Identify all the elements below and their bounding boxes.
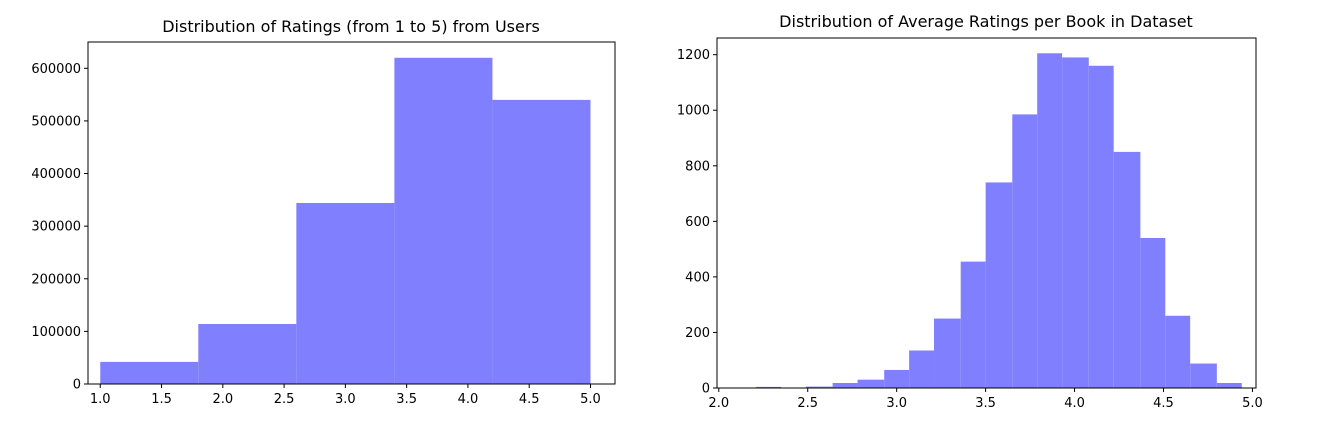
histogram-bar	[1113, 151, 1141, 388]
x-tick-label: 2.0	[212, 392, 233, 407]
x-axis-ticks: 2.0 2.5 3.0 3.5 4.0 4.5 5.0	[708, 388, 1263, 411]
y-tick-label: 0	[702, 382, 710, 397]
chart-title: Distribution of Average Ratings per Book…	[779, 12, 1193, 31]
x-tick-label: 5.0	[580, 392, 601, 407]
x-tick-label: 2.5	[797, 396, 818, 411]
x-tick-label: 5.0	[1242, 396, 1263, 411]
plot-frame	[87, 41, 616, 385]
y-tick-label: 800	[685, 159, 710, 174]
plot-frame	[716, 37, 1257, 389]
histogram-bars	[729, 53, 1242, 389]
x-tick-label: 4.0	[1064, 396, 1085, 411]
y-axis-ticks: 0 100000 200000 300000 400000 500000 600000	[31, 62, 88, 393]
y-tick-label: 400000	[31, 167, 81, 182]
histogram-bar	[884, 369, 910, 388]
histogram-bar	[1216, 383, 1242, 388]
histogram-bar	[805, 386, 833, 388]
y-tick-label: 400	[685, 270, 710, 285]
histogram-bar	[909, 350, 935, 388]
histogram-bar	[756, 386, 782, 388]
histogram-bar	[1037, 53, 1063, 389]
histogram-bar	[1062, 57, 1089, 388]
y-tick-label: 600	[685, 215, 710, 230]
histogram-bar	[492, 99, 591, 384]
histogram-bar	[857, 379, 885, 388]
user-ratings-histogram: Distribution of Ratings (from 1 to 5) fr…	[31, 17, 616, 407]
y-tick-label: 1000	[677, 104, 710, 119]
x-tick-label: 3.5	[396, 392, 417, 407]
x-tick-label: 4.5	[519, 392, 540, 407]
y-tick-label: 300000	[31, 220, 81, 235]
histogram-bar	[985, 182, 1013, 388]
average-book-ratings-histogram: Distribution of Average Ratings per Book…	[677, 12, 1263, 411]
histogram-bar	[1012, 114, 1038, 388]
histogram-bar	[1190, 363, 1217, 388]
y-tick-label: 0	[73, 378, 81, 393]
histogram-bar	[960, 261, 986, 388]
histogram-bar	[832, 383, 858, 388]
y-tick-label: 100000	[31, 325, 81, 340]
x-tick-label: 2.5	[274, 392, 295, 407]
x-tick-label: 4.0	[458, 392, 479, 407]
x-tick-label: 3.0	[335, 392, 356, 407]
histogram-bar	[1088, 65, 1114, 389]
x-tick-label: 1.0	[90, 392, 111, 407]
y-tick-label: 200	[685, 326, 710, 341]
x-axis-ticks: 1.0 1.5 2.0 2.5 3.0 3.5 4.0 4.5 5.0	[90, 384, 601, 407]
histogram-bars	[100, 57, 591, 385]
histogram-bar	[1140, 238, 1166, 388]
y-tick-label: 500000	[31, 114, 81, 129]
x-tick-label: 1.5	[151, 392, 172, 407]
histogram-bar	[394, 57, 493, 385]
y-tick-label: 1200	[677, 48, 710, 63]
x-tick-label: 3.0	[886, 396, 907, 411]
histogram-bar	[198, 324, 297, 384]
chart-title: Distribution of Ratings (from 1 to 5) fr…	[162, 17, 540, 36]
y-tick-label: 200000	[31, 272, 81, 287]
histogram-bar	[934, 318, 961, 388]
x-tick-label: 3.5	[975, 396, 996, 411]
y-tick-label: 600000	[31, 62, 81, 77]
y-axis-ticks: 0 200 400 600 800 1000 1200	[677, 48, 717, 397]
histogram-bar	[100, 361, 199, 384]
x-tick-label: 4.5	[1153, 396, 1174, 411]
histogram-bar	[296, 203, 395, 384]
x-tick-label: 2.0	[708, 396, 729, 411]
histogram-bar	[1165, 315, 1191, 388]
